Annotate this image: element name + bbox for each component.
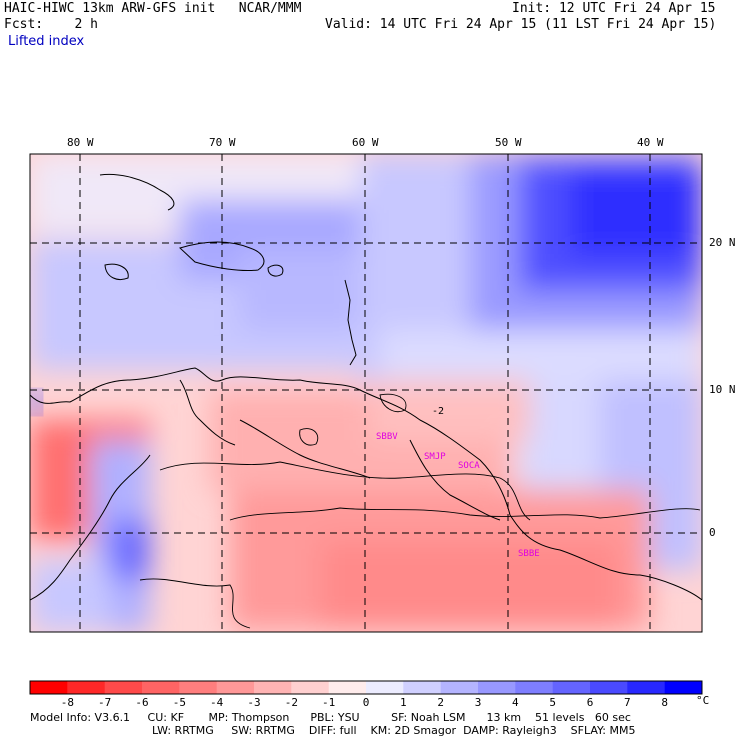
- graticule: [30, 154, 702, 632]
- colorbar-tick-label: -6: [135, 696, 149, 709]
- colorbar-swatch: [664, 681, 703, 694]
- contours: [139, 393, 701, 629]
- colorbar-tick-label: 2: [437, 696, 444, 709]
- valid-time: Valid: 14 UTC Fri 24 Apr 15 (11 LST Fri …: [325, 17, 717, 32]
- coastlines: [30, 173, 702, 601]
- colorbar-tick-label: 6: [586, 696, 594, 709]
- colorbar-tick-label: -1: [322, 696, 336, 709]
- colorbar-swatch: [254, 681, 292, 694]
- colorbar-tick-label: -3: [247, 696, 261, 709]
- colorbar-swatch: [291, 681, 330, 694]
- colorbar: [29, 680, 703, 695]
- map-field: [30, 154, 702, 632]
- colorbar-swatch: [440, 681, 479, 694]
- colorbar-tick-label: 1: [400, 696, 407, 709]
- colorbar-swatch: [179, 681, 218, 694]
- lat-label-10n: 10 N: [709, 383, 736, 396]
- colorbar-swatch: [142, 681, 180, 694]
- colorbar-tick-label: 3: [474, 696, 482, 709]
- colorbar-swatch: [627, 681, 666, 694]
- model-info-line2: LW: RRTMG SW: RRTMG DIFF: full KM: 2D Sm…: [152, 724, 636, 737]
- field-name: Lifted index: [8, 34, 85, 49]
- lon-label-80w: 80 W: [67, 136, 94, 149]
- colorbar-swatch: [515, 681, 554, 694]
- map-frame: [29, 153, 703, 633]
- colorbar-tick-label: 5: [549, 696, 556, 709]
- colorbar-swatch: [30, 681, 68, 694]
- station-soca: SOCA: [458, 461, 480, 471]
- colorbar-swatch: [104, 681, 143, 694]
- colorbar-tick-label: 4: [512, 696, 519, 709]
- colorbar-swatch: [67, 681, 106, 694]
- colorbar-swatch: [328, 681, 367, 694]
- colorbar-swatch: [552, 681, 591, 694]
- lon-label-60w: 60 W: [352, 136, 379, 149]
- colorbar-swatch: [590, 681, 628, 694]
- init-time: Init: 12 UTC Fri 24 Apr 15: [512, 1, 716, 16]
- colorbar-swatch: [403, 681, 442, 694]
- colorbar-swatch: [366, 681, 404, 694]
- model-title: HAIC-HIWC 13km ARW-GFS init NCAR/MMM: [4, 1, 302, 16]
- lon-label-70w: 70 W: [209, 136, 236, 149]
- colorbar-tick-label: 7: [624, 696, 631, 709]
- contour-label: -2: [432, 406, 445, 417]
- colorbar-frame: [29, 680, 703, 695]
- station-sbbv: SBBV: [376, 432, 398, 442]
- station-smjp: SMJP: [424, 452, 446, 462]
- colorbar-unit: °C: [696, 694, 710, 707]
- lat-label-0: 0: [709, 526, 716, 539]
- lon-label-40w: 40 W: [637, 136, 664, 149]
- colorbar-tick-label: 0: [362, 696, 370, 709]
- colorbar-swatch: [216, 681, 255, 694]
- colorbar-tick-label: 8: [661, 696, 668, 709]
- colorbar-tick-label: -4: [210, 696, 224, 709]
- colorbar-tick-label: -7: [98, 696, 112, 709]
- forecast-hour: Fcst: 2 h: [4, 17, 98, 32]
- colorbar-swatch: [478, 681, 516, 694]
- colorbar-tick-label: -8: [60, 696, 74, 709]
- colorbar-tick-label: -5: [172, 696, 186, 709]
- lon-label-50w: 50 W: [495, 136, 522, 149]
- model-info-line1: Model Info: V3.6.1 CU: KF MP: Thompson P…: [30, 711, 631, 724]
- lat-label-20n: 20 N: [709, 236, 736, 249]
- station-sbbe: SBBE: [518, 549, 540, 559]
- colorbar-tick-label: -2: [284, 696, 298, 709]
